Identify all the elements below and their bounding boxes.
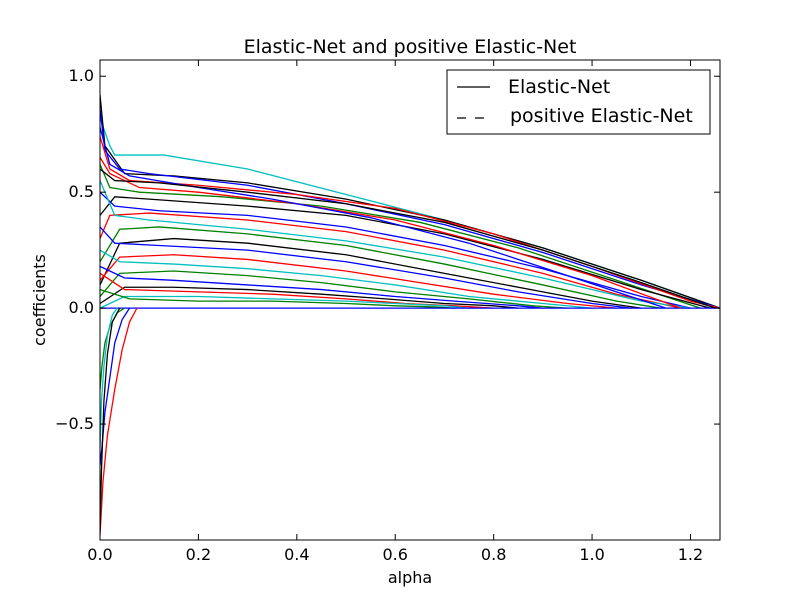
x-tick-label: 0.4 bbox=[284, 545, 309, 564]
series-line bbox=[100, 254, 617, 309]
series-line bbox=[100, 249, 593, 309]
x-tick-label: 0.0 bbox=[87, 545, 112, 564]
legend-label-positive-elastic-net: positive Elastic-Net bbox=[510, 105, 693, 127]
series-line bbox=[100, 307, 121, 531]
legend-box bbox=[446, 69, 711, 135]
chart-title: Elastic-Net and positive Elastic-Net bbox=[244, 36, 577, 58]
x-tick-label: 1.0 bbox=[579, 545, 604, 564]
series-line bbox=[100, 307, 138, 536]
y-tick-label: 0.5 bbox=[69, 182, 94, 201]
x-tick-label: 1.2 bbox=[678, 545, 703, 564]
series-line bbox=[100, 180, 691, 309]
x-tick-label: 0.6 bbox=[383, 545, 408, 564]
x-tick-label: 0.2 bbox=[186, 545, 211, 564]
series-line bbox=[100, 127, 667, 309]
legend-label-elastic-net: Elastic-Net bbox=[508, 76, 610, 98]
series-line bbox=[100, 286, 519, 309]
series-layer bbox=[100, 94, 720, 536]
series-line bbox=[100, 226, 632, 309]
series-line bbox=[100, 265, 543, 309]
series-line bbox=[100, 94, 720, 309]
plot-background bbox=[100, 60, 720, 540]
series-line bbox=[100, 288, 455, 309]
series-line bbox=[100, 226, 662, 309]
y-tick-label: 0.0 bbox=[69, 298, 94, 317]
series-line bbox=[100, 196, 711, 309]
series-line bbox=[100, 136, 720, 309]
legend: Elastic-Net positive Elastic-Net bbox=[446, 69, 711, 135]
y-tick-label: −0.5 bbox=[55, 414, 94, 433]
tick-layer: 0.0 0.2 0.4 0.6 0.8 1.0 1.2 −0.5 0.0 0.5 1.0 bbox=[55, 60, 720, 564]
series-line bbox=[100, 295, 470, 309]
series-line bbox=[100, 270, 568, 309]
series-line bbox=[100, 307, 118, 448]
plot-frame bbox=[99, 59, 721, 541]
series-line bbox=[100, 168, 716, 309]
x-tick-label: 0.8 bbox=[481, 545, 506, 564]
y-axis-label: coefficients bbox=[30, 254, 49, 346]
series-line bbox=[100, 164, 701, 309]
y-tick-label: 1.0 bbox=[69, 66, 94, 85]
x-axis-label: alpha bbox=[388, 568, 432, 587]
series-line bbox=[100, 212, 681, 309]
series-line bbox=[100, 237, 642, 309]
series-line bbox=[100, 191, 691, 309]
